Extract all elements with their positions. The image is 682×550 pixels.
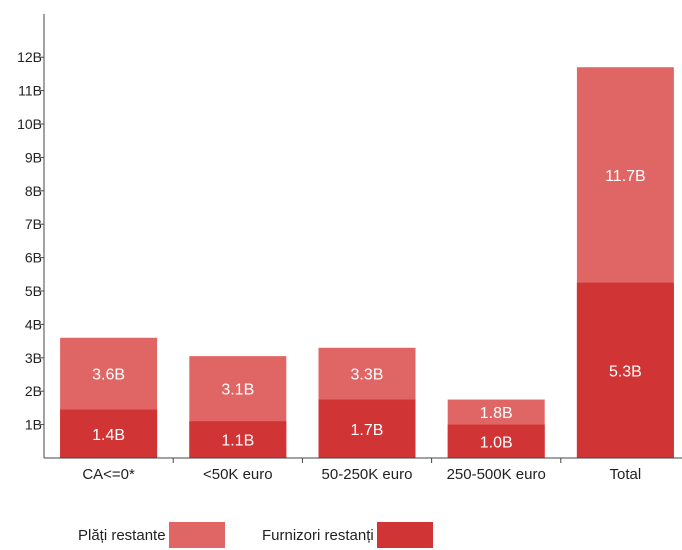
legend-item-furnizori-restanti: Furnizori restanți <box>262 522 433 548</box>
bars: 3.6B 3.1B 3.3B 1.8B 11.7B 1.4B 1.1B 1.7B 1.0B 5.3… <box>60 67 674 458</box>
x-tick-label: Total <box>610 466 642 483</box>
x-tick-label: CA<=0* <box>82 466 135 483</box>
y-tick-label: 8B <box>25 183 42 199</box>
y-axis: 1B 2B 3B 4B 5B 6B 7B 8B 9B 10B 11B 12B <box>17 14 45 458</box>
x-tick-label: 50-250K euro <box>322 466 413 483</box>
y-tick-label: 2B <box>25 383 42 399</box>
bar-furnizori-restanti <box>60 409 158 458</box>
data-label-plati-restante: 3.6B <box>92 367 125 384</box>
data-label-furnizori-restanti: 1.7B <box>351 422 384 439</box>
legend-label-furnizori-restanti: Furnizori restanți <box>262 526 374 544</box>
data-label-furnizori-restanti: 1.1B <box>221 433 254 450</box>
data-label-furnizori-restanti: 5.3B <box>609 363 642 380</box>
bar-furnizori-restanti <box>318 399 416 458</box>
x-axis: CA<=0* <50K euro 50-250K euro 250-500K euro… <box>44 457 682 483</box>
legend-label-plati-restante: Plăți restante <box>78 526 166 544</box>
y-tick-label: 4B <box>25 316 42 332</box>
bar-furnizori-restanti <box>447 424 545 458</box>
data-label-plati-restante: 1.8B <box>480 405 513 422</box>
y-tick-label: 7B <box>25 216 42 232</box>
y-tick-label: 1B <box>25 417 42 433</box>
data-label-furnizori-restanti: 1.4B <box>92 427 125 444</box>
x-tick-label: 250-500K euro <box>447 466 546 483</box>
data-label-plati-restante: 3.3B <box>351 367 384 384</box>
y-tick-label: 6B <box>25 250 42 266</box>
data-label-plati-restante: 11.7B <box>605 168 646 185</box>
y-tick-label: 11B <box>18 83 42 99</box>
y-tick-label: 5B <box>25 283 42 299</box>
legend-swatch-plati-restante <box>168 522 225 548</box>
x-tick-label: <50K euro <box>203 466 273 483</box>
bar-furnizori-restanti <box>576 282 674 458</box>
y-tick-label: 10B <box>17 116 42 132</box>
bar-furnizori-restanti <box>189 421 287 458</box>
legend-swatch-furnizori-restanti <box>376 522 433 548</box>
y-tick-label: 3B <box>25 350 42 366</box>
y-tick-label: 9B <box>25 149 42 165</box>
y-tick-label: 12B <box>17 49 42 65</box>
data-label-furnizori-restanti: 1.0B <box>480 434 513 451</box>
data-label-plati-restante: 3.1B <box>221 382 254 399</box>
legend-item-plati-restante: Plăți restante <box>78 522 225 548</box>
bar-chart: 1B 2B 3B 4B 5B 6B 7B 8B 9B 10B 11B 12B 3.6B 3.1B 3.3B… <box>17 14 682 483</box>
